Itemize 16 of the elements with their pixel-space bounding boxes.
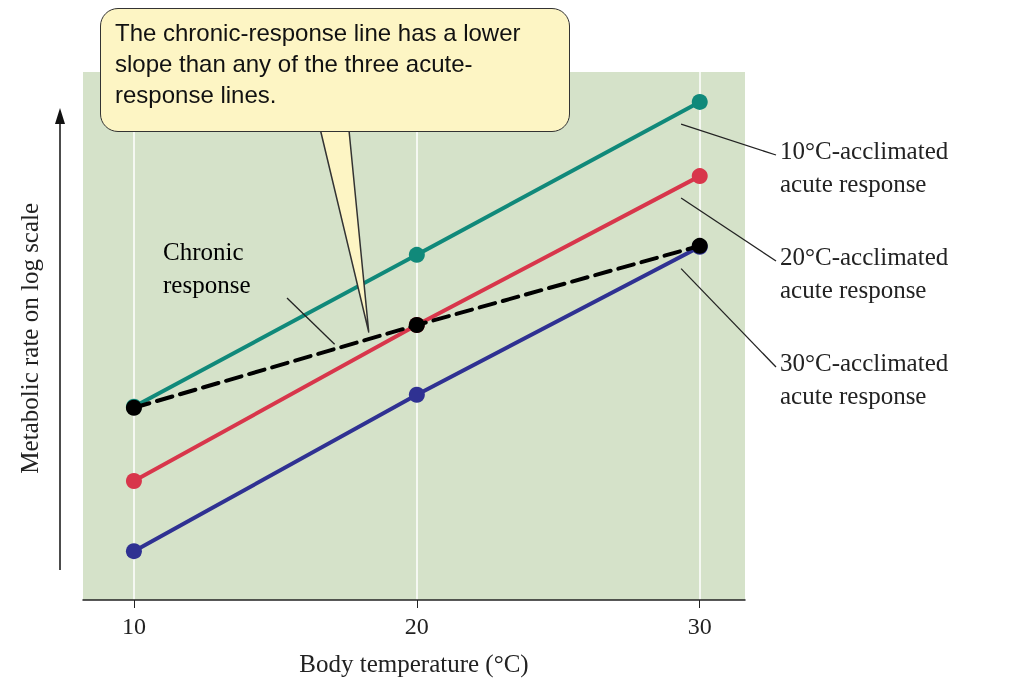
text: 30°C-acclimated acute response	[780, 348, 950, 411]
text: 20°C-acclimated acute response	[780, 242, 950, 305]
x-axis-title: Body temperature (°C)	[298, 649, 530, 680]
x-tick-label: 10	[121, 613, 146, 639]
annotation: The chronic-response line has a lower slope than any of the three acute-response lines.	[100, 8, 570, 132]
point	[691, 168, 708, 185]
x-tick-label: 30	[687, 613, 712, 639]
text: 10°C-acclimated acute response	[780, 136, 950, 199]
point	[125, 472, 142, 489]
y-axis-title: Metabolic rate on log scale	[14, 201, 44, 476]
point	[408, 246, 425, 263]
point	[125, 543, 142, 560]
point	[408, 386, 425, 403]
point	[691, 93, 708, 110]
text: Chronic response	[163, 237, 252, 300]
x-tick-label: 20	[404, 613, 429, 639]
